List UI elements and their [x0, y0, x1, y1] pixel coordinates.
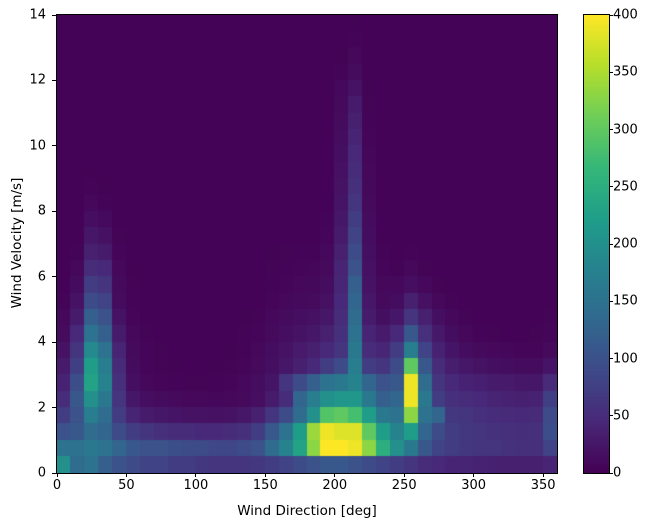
y-tick-mark [52, 472, 56, 474]
colorbar-tick-mark [609, 186, 613, 188]
y-tick-mark [52, 341, 56, 343]
x-axis-title: Wind Direction [deg] [237, 503, 377, 519]
x-tick-label: 250 [391, 478, 417, 493]
colorbar-tick-mark [609, 243, 613, 245]
colorbar-gradient-canvas [584, 15, 609, 473]
colorbar-tick-label: 150 [613, 293, 638, 309]
x-tick-mark [334, 473, 336, 477]
y-tick-label: 0 [37, 465, 46, 481]
colorbar-tick-mark [609, 358, 613, 359]
colorbar-tick-label: 300 [613, 122, 638, 137]
heatmap-canvas [57, 15, 557, 473]
y-tick-mark [52, 145, 56, 147]
y-tick-label: 10 [29, 138, 46, 154]
colorbar-tick-label: 400 [613, 7, 638, 23]
y-tick-label: 2 [37, 400, 46, 416]
colorbar-tick-label: 100 [613, 351, 638, 366]
x-tick-label: 50 [118, 478, 135, 493]
colorbar-tick-mark [609, 472, 613, 474]
x-tick-label: 300 [461, 478, 487, 493]
colorbar-tick-mark [609, 300, 613, 302]
x-tick-mark [264, 473, 266, 477]
y-tick-label: 12 [29, 72, 46, 88]
colorbar-tick-label: 200 [613, 236, 638, 252]
y-tick-label: 6 [37, 269, 46, 285]
y-axis-title: Wind Velocity [m/s] [9, 177, 25, 309]
y-tick-mark [52, 210, 56, 212]
colorbar-tick-label: 350 [613, 64, 638, 80]
colorbar-tick-label: 250 [613, 179, 638, 195]
y-tick-label: 8 [37, 203, 46, 219]
plot-area [56, 14, 558, 474]
colorbar-tick-mark [609, 14, 613, 16]
colorbar-tick-label: 0 [613, 465, 622, 481]
x-tick-label: 200 [322, 478, 348, 493]
x-tick-mark [125, 473, 127, 477]
colorbar-tick-mark [609, 129, 613, 130]
x-tick-mark [473, 473, 475, 477]
colorbar-tick-mark [609, 415, 613, 417]
colorbar-tick-label: 50 [613, 408, 630, 424]
x-tick-mark [195, 473, 197, 477]
y-tick-mark [52, 407, 56, 409]
x-tick-label: 0 [52, 478, 62, 493]
x-tick-mark [403, 473, 405, 477]
y-tick-mark [52, 14, 56, 16]
y-tick-label: 4 [37, 334, 46, 350]
x-tick-label: 100 [183, 478, 209, 493]
x-tick-mark [56, 473, 58, 477]
x-tick-label: 150 [252, 478, 278, 493]
y-tick-label: 14 [29, 7, 46, 23]
y-tick-mark [52, 276, 56, 278]
colorbar-tick-mark [609, 71, 613, 73]
x-tick-mark [542, 473, 544, 477]
colorbar [583, 14, 610, 474]
y-tick-mark [52, 79, 56, 81]
x-tick-label: 350 [530, 478, 556, 493]
